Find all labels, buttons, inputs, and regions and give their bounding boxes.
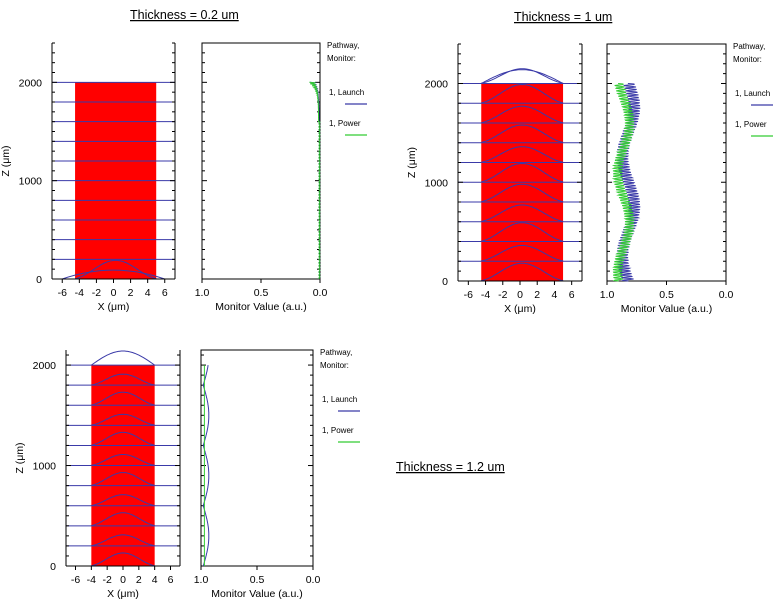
t1-field-xtick-label: 6 xyxy=(569,289,575,301)
t1-monitor-xtick-label: 0.0 xyxy=(719,289,734,301)
t1-field-mode-profile xyxy=(481,244,564,262)
t12-field-mode-profile xyxy=(91,552,155,567)
t1-field-mode-profile xyxy=(481,124,564,143)
t1-monitor-series-power xyxy=(611,83,636,282)
t12-monitor-xtick-label: 0.0 xyxy=(306,574,321,586)
t1-field-mode-profile xyxy=(481,68,564,84)
t12-monitor-series-launch xyxy=(202,365,210,567)
t1-field-xtick-label: 2 xyxy=(534,289,540,301)
t1-monitor-legend-label: 1, Power xyxy=(735,120,767,129)
t1-field-mode-profile xyxy=(481,222,564,242)
t1-field-xtick-label: 4 xyxy=(552,289,558,301)
t1-field-mode-profile xyxy=(481,204,564,222)
t02-field-xtick-label: -2 xyxy=(92,287,101,299)
t12-monitor-frame xyxy=(200,349,314,567)
t12-field-xtick-label: 6 xyxy=(168,574,174,586)
t12-field-mode-profile xyxy=(91,512,155,526)
caption-thickness-1-2: Thickness = 1.2 um xyxy=(396,460,505,474)
t02-monitor-legend-subtitle: Monitor: xyxy=(327,54,356,63)
t12-field-mode-profile xyxy=(91,391,155,406)
t1-field-mode-profile xyxy=(481,162,564,183)
t1-monitor-xtick-label: 1.0 xyxy=(600,289,615,301)
t02-monitor-legend-label: 1, Launch xyxy=(329,88,364,97)
t02-field-ylabel: Z (μm) xyxy=(0,145,12,176)
t12-field-xtick-label: 2 xyxy=(136,574,142,586)
t1-field-xtick-label: -2 xyxy=(498,289,507,301)
t02-monitor-xlabel: Monitor Value (a.u.) xyxy=(215,301,306,313)
t12-field-ytick-label: 1000 xyxy=(33,461,57,473)
t02-field-xtick-label: 2 xyxy=(128,287,134,299)
t12-field-mode-profile xyxy=(91,413,155,426)
t02-field-ytick-label: 2000 xyxy=(19,77,43,89)
t12-monitor-legend-title: Pathway, xyxy=(320,348,352,357)
t12-field-xtick-label: 0 xyxy=(120,574,126,586)
t1-field-ytick-label: 1000 xyxy=(425,177,449,189)
t1-field-xtick-label: -4 xyxy=(481,289,490,301)
caption-thickness-1: Thickness = 1 um xyxy=(514,10,612,24)
t1-field-mode-profile xyxy=(481,146,564,163)
t1-field-ylabel: Z (μm) xyxy=(406,147,418,178)
t1-monitor-xtick-label: 0.5 xyxy=(659,289,674,301)
t12-monitor-legend-label: 1, Launch xyxy=(322,395,357,404)
t1-field-ytick-label: 0 xyxy=(442,276,448,288)
t12-field-top-profile xyxy=(91,350,155,366)
t12-field-mode-profile xyxy=(91,431,155,446)
t1-field-mode-profile xyxy=(481,105,564,124)
t02-field-tail xyxy=(62,269,165,280)
t1-field-mode-profile xyxy=(481,262,564,282)
caption-thickness-0-2: Thickness = 0.2 um xyxy=(130,8,239,22)
t1-field-top-profile xyxy=(481,69,564,84)
t1-monitor-xlabel: Monitor Value (a.u.) xyxy=(621,303,712,315)
t1-monitor-legend-title: Pathway, xyxy=(733,42,765,51)
t1-field-mode-profile xyxy=(481,83,564,104)
t02-monitor-xtick-label: 1.0 xyxy=(195,287,210,299)
t02-field-ytick-label: 1000 xyxy=(19,176,43,188)
t02-monitor-xtick-label: 0.0 xyxy=(313,287,328,299)
t12-monitor-xtick-label: 1.0 xyxy=(194,574,209,586)
t1-field-xlabel: X (μm) xyxy=(504,303,536,315)
t02-field-xtick-label: -4 xyxy=(75,287,84,299)
t02-field-ytick-label: 0 xyxy=(36,274,42,286)
t1-field-mode-profile xyxy=(481,183,564,203)
t12-field-ytick-label: 2000 xyxy=(33,360,57,372)
t12-field-mode-profile xyxy=(91,454,155,466)
t02-monitor-frame xyxy=(201,42,321,280)
t1-monitor-legend-label: 1, Launch xyxy=(735,89,770,98)
t12-field-ylabel: Z (μm) xyxy=(14,442,26,473)
t02-monitor-series-power xyxy=(309,81,321,280)
t02-field-xtick-label: 6 xyxy=(162,287,168,299)
t12-field-xtick-label: -4 xyxy=(87,574,96,586)
t02-field-xtick-label: -6 xyxy=(58,287,67,299)
t02-monitor-legend-title: Pathway, xyxy=(327,41,359,50)
t12-monitor-xtick-label: 0.5 xyxy=(250,574,265,586)
t12-field-xtick-label: 4 xyxy=(152,574,158,586)
t12-field-mode-profile xyxy=(91,494,155,506)
t1-field-xtick-label: -6 xyxy=(464,289,473,301)
t12-field-mode-profile xyxy=(91,534,155,547)
t12-monitor-legend-subtitle: Monitor: xyxy=(320,361,349,370)
t1-field-xtick-label: 0 xyxy=(517,289,523,301)
t12-field-xlabel: X (μm) xyxy=(107,588,139,600)
t02-field-xlabel: X (μm) xyxy=(98,301,130,313)
t12-field-xtick-label: -2 xyxy=(102,574,111,586)
t1-field-ytick-label: 2000 xyxy=(425,79,449,91)
t02-field-xtick-label: 4 xyxy=(145,287,151,299)
t02-monitor-xtick-label: 0.5 xyxy=(254,287,269,299)
t12-monitor-legend-label: 1, Power xyxy=(322,426,354,435)
t12-field-ytick-label: 0 xyxy=(50,561,56,573)
t12-field-mode-profile xyxy=(91,373,155,386)
t12-monitor-xlabel: Monitor Value (a.u.) xyxy=(211,588,302,600)
t02-monitor-legend-label: 1, Power xyxy=(329,119,361,128)
t12-field-xtick-label: -6 xyxy=(71,574,80,586)
t02-field-xtick-label: 0 xyxy=(111,287,117,299)
t1-monitor-legend-subtitle: Monitor: xyxy=(733,55,762,64)
t12-field-mode-profile xyxy=(91,472,155,486)
